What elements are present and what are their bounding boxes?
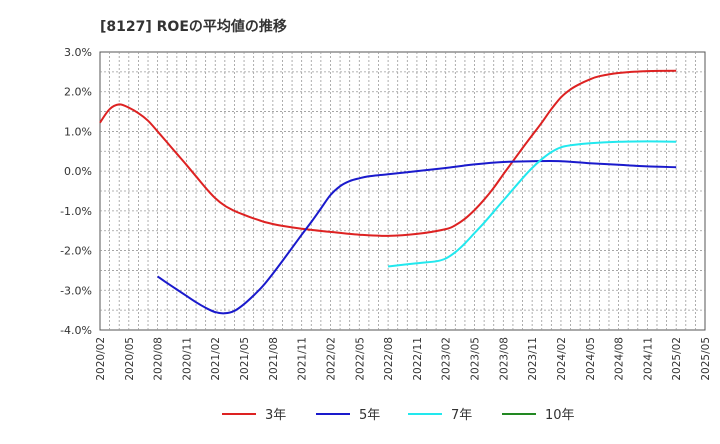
- y-tick-label: 2.0%: [64, 86, 92, 99]
- x-tick-label: 2021/11: [297, 337, 309, 381]
- y-tick-label: 1.0%: [64, 125, 92, 138]
- y-tick-label: -4.0%: [60, 324, 92, 337]
- x-tick-label: 2024/02: [556, 337, 568, 381]
- legend-label-5年: 5年: [359, 408, 380, 423]
- series-line-3年: [99, 69, 677, 237]
- legend-label-7年: 7年: [451, 408, 472, 423]
- x-tick-label: 2022/05: [354, 337, 366, 381]
- series-line-7年: [387, 140, 677, 268]
- series-line-5年: [157, 160, 677, 315]
- x-tick-label: 2023/02: [441, 337, 453, 381]
- y-tick-label: -2.0%: [60, 245, 92, 258]
- grid-layer: [100, 52, 705, 330]
- x-tick-label: 2024/11: [642, 337, 654, 381]
- x-tick-label: 2022/11: [412, 337, 424, 381]
- legend-label-3年: 3年: [265, 408, 286, 423]
- x-tick-label: 2025/05: [700, 337, 712, 381]
- x-tick-label: 2020/05: [124, 337, 136, 381]
- x-tick-label: 2024/05: [585, 337, 597, 381]
- x-tick-label: 2020/02: [95, 337, 107, 381]
- x-tick-label: 2023/11: [527, 337, 539, 381]
- legend: 3年 5年 7年 10年: [222, 408, 575, 423]
- x-tick-label: 2022/02: [325, 337, 337, 381]
- x-tick-label: 2024/08: [614, 337, 626, 381]
- y-tick-label: 0.0%: [64, 165, 92, 178]
- x-tick-label: 2021/05: [239, 337, 251, 381]
- chart-title: [8127] ROEの平均値の推移: [100, 18, 287, 35]
- x-tick-label: 2023/05: [470, 337, 482, 381]
- y-tick-label: -3.0%: [60, 284, 92, 297]
- y-tick-label: 3.0%: [64, 46, 92, 59]
- x-tick-label: 2021/02: [210, 337, 222, 381]
- x-tick-label: 2022/08: [383, 337, 395, 381]
- x-tick-label: 2023/08: [498, 337, 510, 381]
- y-tick-label: -1.0%: [60, 205, 92, 218]
- axis-layer: 3.0%2.0%1.0%0.0%-1.0%-2.0%-3.0%-4.0%2020…: [60, 46, 712, 381]
- x-tick-label: 2021/08: [268, 337, 280, 381]
- x-tick-label: 2025/02: [671, 337, 683, 381]
- x-tick-label: 2020/08: [153, 337, 165, 381]
- legend-label-10年: 10年: [545, 408, 575, 423]
- plot-area: [99, 51, 706, 331]
- series-layer: [99, 69, 677, 315]
- x-tick-label: 2020/11: [181, 337, 193, 381]
